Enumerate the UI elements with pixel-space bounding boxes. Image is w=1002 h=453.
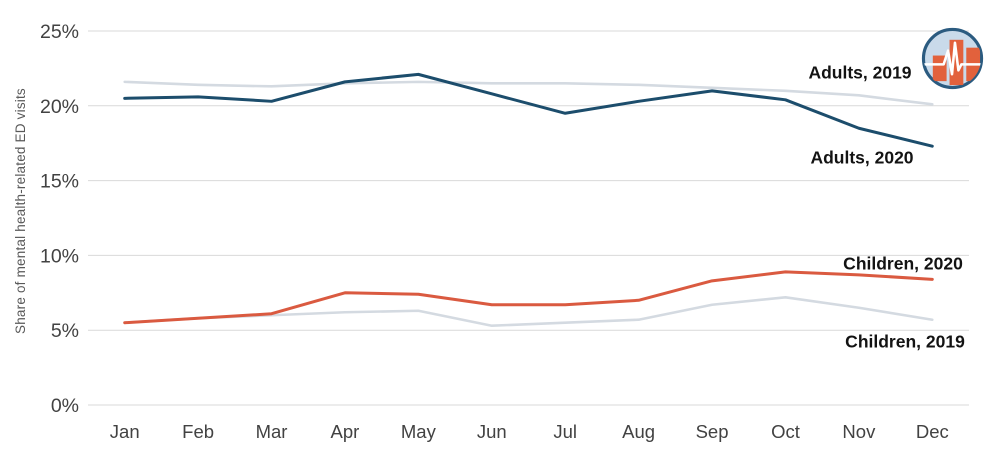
y-tick-label: 20% [40, 96, 79, 118]
x-tick-label: Dec [916, 421, 949, 442]
series-label-children-2020: Children, 2020 [843, 253, 963, 274]
series-line-children-2019 [123, 295, 934, 328]
x-tick-label: Aug [622, 421, 655, 442]
logo-pulse-line [923, 41, 982, 76]
x-tick-label: Sep [696, 421, 729, 442]
series-label-children-2019: Children, 2019 [845, 331, 965, 352]
x-tick-label: Mar [256, 421, 288, 442]
y-tick-label: 25% [40, 21, 79, 43]
y-tick-label: 10% [40, 245, 79, 267]
x-tick-label: Jan [110, 421, 140, 442]
x-tick-label: Apr [331, 421, 360, 442]
series-line-children-2020 [123, 270, 934, 325]
y-tick-label: 0% [51, 395, 79, 417]
x-tick-label: Jun [477, 421, 507, 442]
x-tick-label: Oct [771, 421, 800, 442]
y-tick-label: 5% [51, 320, 79, 342]
x-tick-label: Feb [182, 421, 214, 442]
x-tick-label: Nov [842, 421, 876, 442]
x-tick-label: Jul [553, 421, 577, 442]
series-line-adults-2019 [123, 80, 934, 106]
x-tick-label: May [401, 421, 437, 442]
y-axis-title: Share of mental health-related ED visits [13, 88, 28, 334]
series-label-adults-2020: Adults, 2020 [810, 147, 914, 168]
series-line-adults-2020 [123, 72, 934, 148]
y-tick-label: 15% [40, 171, 79, 193]
health-tracker-logo [921, 27, 984, 90]
series-label-adults-2019: Adults, 2019 [808, 62, 912, 83]
